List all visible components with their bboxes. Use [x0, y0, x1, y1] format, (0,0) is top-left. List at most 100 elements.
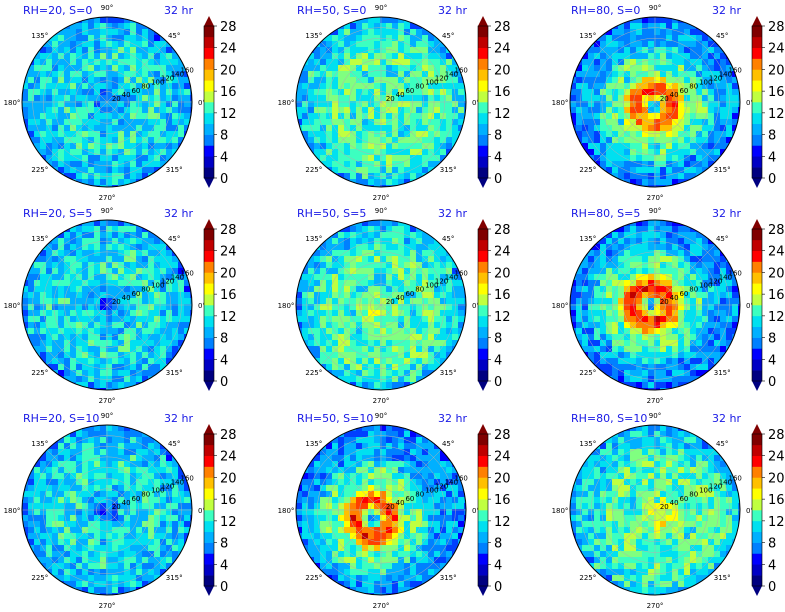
- field-cell: [64, 304, 71, 311]
- field-cell: [446, 310, 453, 317]
- field-cell: [82, 107, 89, 114]
- field-cell: [308, 346, 315, 353]
- field-cell: [326, 125, 333, 132]
- field-cell: [118, 268, 125, 275]
- field-cell: [588, 268, 595, 275]
- field-cell: [410, 107, 417, 114]
- field-cell: [166, 503, 173, 510]
- field-cell: [70, 340, 77, 347]
- field-cell: [154, 143, 161, 150]
- field-cell: [184, 298, 191, 305]
- field-cell: [326, 328, 333, 335]
- field-cell: [136, 83, 143, 90]
- field-cell: [184, 485, 191, 492]
- field-cell: [70, 131, 77, 138]
- field-cell: [296, 304, 303, 311]
- field-cell: [600, 238, 607, 245]
- field-cell: [148, 334, 155, 341]
- field-cell: [338, 119, 345, 126]
- field-cell: [630, 185, 637, 187]
- field-cell: [654, 280, 661, 287]
- field-cell: [690, 167, 697, 174]
- field-cell: [100, 328, 107, 335]
- field-cell: [34, 310, 41, 317]
- field-cell: [422, 364, 429, 371]
- field-cell: [130, 101, 137, 108]
- field-cell: [302, 119, 309, 126]
- field-cell: [76, 167, 83, 174]
- field-cell: [118, 137, 125, 144]
- field-cell: [76, 467, 83, 474]
- field-cell: [600, 101, 607, 108]
- field-cell: [660, 292, 667, 299]
- field-cell: [404, 298, 411, 305]
- field-cell: [398, 179, 405, 186]
- field-cell: [636, 119, 643, 126]
- field-cell: [22, 101, 29, 108]
- field-cell: [404, 376, 411, 383]
- field-cell: [678, 41, 685, 48]
- field-cell: [344, 298, 351, 305]
- field-cell: [642, 29, 649, 36]
- field-cell: [356, 370, 363, 377]
- field-cell: [100, 467, 107, 474]
- field-cell: [434, 280, 441, 287]
- field-cell: [618, 244, 625, 251]
- field-cell: [326, 71, 333, 78]
- field-cell: [40, 328, 47, 335]
- field-cell: [588, 346, 595, 353]
- field-cell: [726, 65, 733, 72]
- field-cell: [178, 521, 185, 528]
- field-cell: [660, 47, 667, 54]
- field-cell: [142, 304, 149, 311]
- field-cell: [118, 425, 125, 432]
- field-cell: [106, 425, 113, 432]
- field-cell: [124, 382, 131, 389]
- field-cell: [368, 41, 375, 48]
- field-cell: [422, 65, 429, 72]
- field-cell: [696, 125, 703, 132]
- field-cell: [40, 256, 47, 263]
- field-cell: [684, 95, 691, 102]
- field-cell: [404, 149, 411, 156]
- field-cell: [356, 262, 363, 269]
- field-cell: [118, 41, 125, 48]
- field-cell: [100, 352, 107, 359]
- field-cell: [46, 107, 53, 114]
- field-cell: [40, 346, 47, 353]
- colorbar-band: [204, 47, 214, 59]
- field-cell: [160, 250, 167, 257]
- field-cell: [46, 59, 53, 66]
- field-cell: [154, 101, 161, 108]
- field-cell: [154, 53, 161, 60]
- field-cell: [350, 137, 357, 144]
- field-cell: [624, 161, 631, 168]
- field-cell: [416, 83, 423, 90]
- field-cell: [166, 340, 173, 347]
- field-cell: [130, 286, 137, 293]
- field-cell: [356, 238, 363, 245]
- field-cell: [106, 382, 113, 389]
- field-cell: [338, 71, 345, 78]
- field-cell: [112, 521, 119, 528]
- field-cell: [344, 262, 351, 269]
- field-cell: [630, 137, 637, 144]
- field-cell: [654, 95, 661, 102]
- colorbar-frame: [477, 25, 489, 179]
- field-cell: [76, 143, 83, 150]
- field-cell: [392, 370, 399, 377]
- field-cell: [422, 322, 429, 329]
- field-cell: [160, 83, 167, 90]
- field-cell: [106, 431, 113, 438]
- field-cell: [332, 322, 339, 329]
- field-cell: [112, 334, 119, 341]
- field-cell: [666, 173, 673, 180]
- field-cell: [46, 155, 53, 162]
- colorbar-tick-label: 20: [494, 63, 511, 78]
- field-cell: [130, 382, 137, 389]
- field-cell: [738, 304, 740, 311]
- field-cell: [154, 274, 161, 281]
- field-cell: [708, 310, 715, 317]
- field-cell: [392, 328, 399, 335]
- field-cell: [606, 232, 613, 239]
